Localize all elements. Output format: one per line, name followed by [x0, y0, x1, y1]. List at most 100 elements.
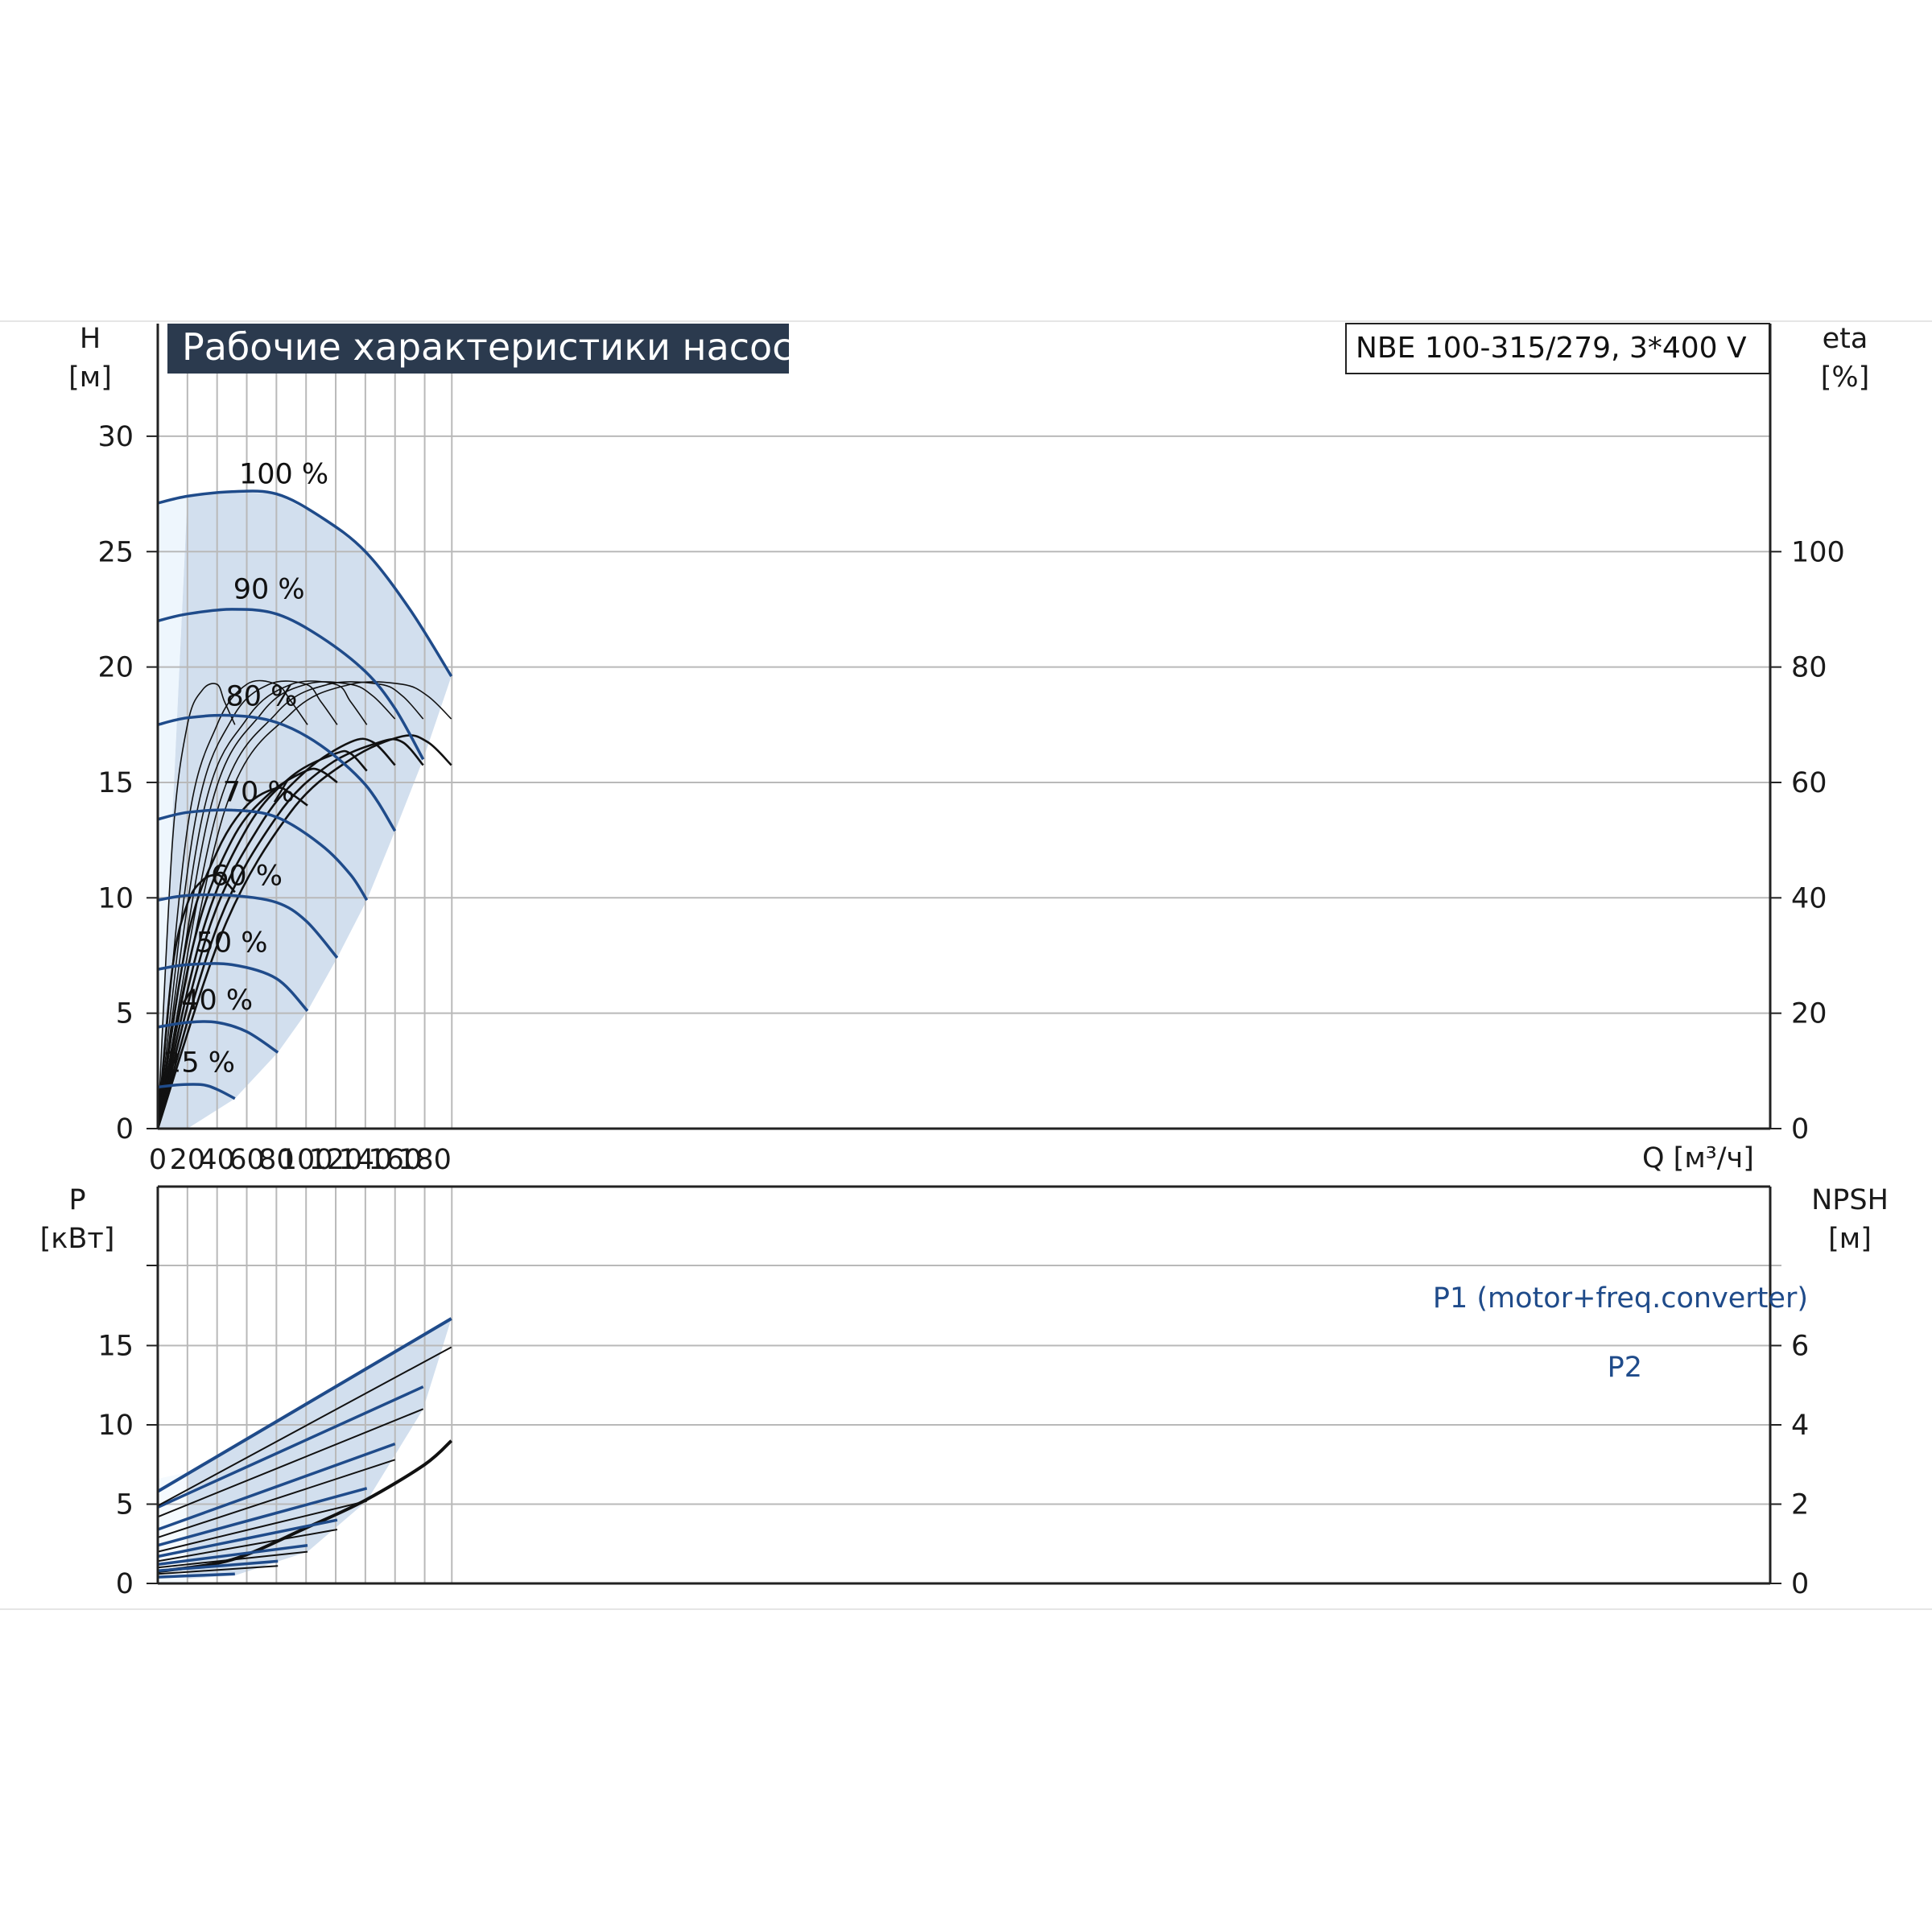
power-series-labels: P1 (motor+freq.converter) P2	[1433, 1282, 1808, 1384]
power-curve	[157, 1565, 279, 1575]
power-axis-label: P	[68, 1184, 85, 1216]
npsh-axis-label: NPSH	[1811, 1184, 1889, 1216]
power-curve	[157, 1487, 368, 1547]
power-tick-label: 0	[116, 1568, 134, 1600]
model-box	[1345, 323, 1770, 374]
power-curve	[157, 1500, 367, 1553]
head-curve	[157, 608, 425, 761]
head-curve	[157, 489, 453, 678]
power-tick-label: 10	[97, 1410, 134, 1442]
power-curve	[157, 1442, 396, 1531]
eta-tick-label: 40	[1791, 882, 1827, 914]
flow-tick-label: 60	[229, 1144, 265, 1176]
power-curve	[157, 1529, 338, 1563]
efficiency-curve	[156, 767, 338, 1129]
flow-tick-label: 160	[368, 1144, 422, 1176]
speed-labels: 100 % 90 % 80 % 70 % 60 % 50 % 40 % 25 %	[163, 458, 328, 1079]
power-curve	[157, 1408, 424, 1518]
eta-tick-label: 0	[1791, 1113, 1809, 1146]
chart-title: Рабочие характеристики насоса	[182, 325, 815, 369]
p1-label: P1 (motor+freq.converter)	[1433, 1282, 1808, 1315]
power-curve	[157, 1385, 424, 1509]
efficiency-curve	[156, 749, 368, 1129]
power-curve	[157, 1572, 235, 1579]
power-tick-label: 15	[97, 1331, 134, 1363]
flow-tick-label: 140	[338, 1144, 392, 1176]
p2-label: P2	[1608, 1352, 1642, 1384]
speed-label: 25 %	[163, 1047, 235, 1080]
power-curve	[157, 1459, 396, 1538]
flow-tick-label: 80	[258, 1144, 295, 1176]
power-curve	[157, 1550, 308, 1569]
chart-title-box	[167, 324, 789, 374]
power-tick-labels: 0 5 10 15 0 2 4 6	[97, 1265, 1809, 1600]
p2-curve	[157, 1346, 452, 1507]
eta-tick-label: 80	[1791, 652, 1827, 684]
speed-label: 70 %	[223, 777, 295, 809]
power-axis-unit: [кВт]	[40, 1223, 115, 1255]
speed-label: 90 %	[233, 574, 305, 606]
head-curve	[157, 1083, 236, 1100]
p1-curve	[156, 1317, 452, 1493]
eta-tick-label: 60	[1791, 767, 1827, 799]
npsh-tick-label: 0	[1791, 1568, 1809, 1600]
eta-tick-label: 20	[1791, 998, 1827, 1030]
flow-axis-label: Q [м³/ч]	[1642, 1142, 1754, 1174]
npsh-tick-label: 6	[1791, 1331, 1809, 1363]
eta-axis-unit: [%]	[1821, 361, 1870, 394]
efficiency-curve	[156, 734, 452, 1129]
flow-tick-label: 120	[309, 1144, 363, 1176]
efficiency-curve	[156, 737, 396, 1129]
npsh-tick-label: 4	[1791, 1410, 1809, 1442]
efficiency-curve	[156, 786, 308, 1129]
flow-tick-label: 0	[149, 1144, 167, 1176]
power-curve	[157, 1518, 338, 1558]
head-tick-label: 30	[97, 421, 134, 453]
efficiency-curve	[157, 680, 368, 1129]
head-tick-label: 10	[97, 882, 134, 914]
head-tick-label: 15	[97, 767, 134, 799]
power-curve	[157, 1559, 279, 1572]
head-tick-label: 0	[116, 1113, 134, 1146]
head-tick-label: 5	[116, 998, 134, 1030]
head-axis-label: H	[80, 323, 101, 355]
efficiency-curve	[156, 873, 236, 1129]
eta-axis-label: eta	[1823, 323, 1868, 355]
efficiency-curves	[156, 679, 452, 1129]
head-tick-label: 20	[97, 652, 134, 684]
efficiency-curve	[157, 681, 424, 1129]
speed-label: 80 %	[225, 681, 297, 713]
power-curve	[157, 1543, 308, 1567]
flow-tick-label: 180	[398, 1144, 452, 1176]
head-curve	[157, 893, 339, 959]
power-panel: 0 5 10 15 0 2 4 6 P1 (motor+freq.converter) P2 P…	[40, 1184, 1889, 1600]
efficiency-curve	[156, 737, 424, 1129]
flow-tick-label: 40	[199, 1144, 235, 1176]
power-axes	[156, 1185, 1772, 1585]
speed-label: 100 %	[239, 458, 328, 490]
power-tick-label: 5	[116, 1489, 134, 1521]
head-tick-label: 25	[97, 536, 134, 568]
npsh-tick-label: 2	[1791, 1489, 1809, 1521]
operating-region-band	[158, 491, 452, 1129]
speed-label: 50 %	[196, 927, 268, 959]
speed-label: 60 %	[211, 860, 283, 892]
head-curve	[157, 962, 309, 1013]
power-curves	[156, 1317, 453, 1579]
flow-tick-label: 20	[170, 1144, 206, 1176]
speed-label: 40 %	[181, 985, 253, 1017]
efficiency-curve	[157, 681, 396, 1129]
efficiency-curve	[157, 680, 338, 1129]
eta-tick-label: 100	[1791, 536, 1845, 568]
pump-model-label: NBE 100-315/279, 3*400 V	[1356, 332, 1747, 365]
head-curves	[157, 489, 453, 1100]
head-axis-unit: [м]	[68, 361, 112, 394]
head-curve	[157, 808, 369, 902]
flow-tick-label: 100	[279, 1144, 333, 1176]
npsh-curve	[157, 1439, 453, 1574]
npsh-axis-unit: [м]	[1828, 1223, 1872, 1255]
head-axes	[156, 324, 1772, 1130]
